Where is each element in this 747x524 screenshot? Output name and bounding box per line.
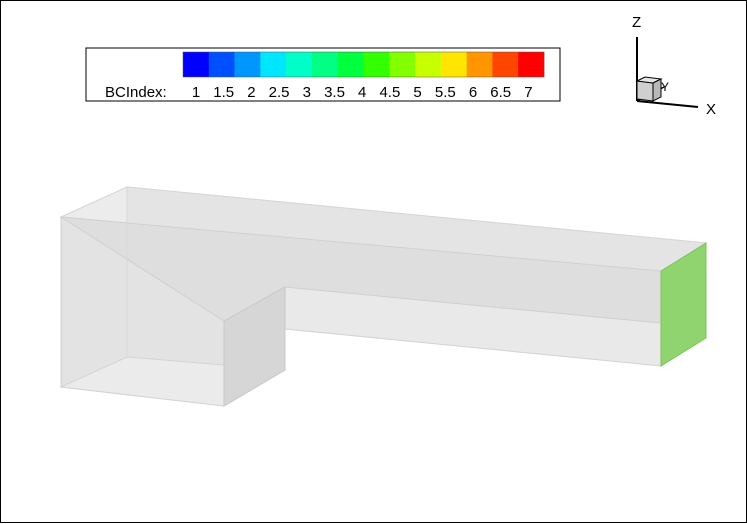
legend-swatch [466, 52, 493, 77]
legend-swatch [234, 52, 261, 77]
legend-title: BCIndex: [105, 84, 167, 101]
legend-tick-label: 7 [524, 84, 532, 101]
triad-cube-front [636, 80, 654, 102]
legend-tick-label: 2 [247, 84, 255, 101]
legend-bar-outline [182, 51, 545, 78]
legend-color-bar [182, 51, 545, 78]
legend-tick-label: 2.5 [269, 84, 290, 101]
legend-swatch [389, 52, 416, 77]
legend-tick-label: 3.5 [324, 84, 345, 101]
y-axis-label: Y [661, 80, 669, 94]
legend-tick-label: 4.5 [379, 84, 400, 101]
legend-tick-labels: 1 1.5 2 2.5 3 3.5 4 4.5 5 5.5 6 6.5 7 [192, 84, 533, 101]
z-axis-label: Z [632, 14, 641, 31]
legend-swatch [440, 52, 467, 77]
legend-swatch [518, 52, 545, 77]
axes-triad: Z X Y [632, 14, 716, 118]
legend-tick-label: 4 [358, 84, 366, 101]
legend-swatch [208, 52, 235, 77]
triad-cube-side [652, 78, 662, 102]
legend-swatch [337, 52, 364, 77]
legend-tick-label: 1 [192, 84, 200, 101]
duct-inner-corner [223, 286, 286, 407]
legend-tick-label: 3 [303, 84, 311, 101]
duct-outlet-face [660, 242, 707, 367]
legend-tick-label: 6.5 [490, 84, 511, 101]
legend-swatch [311, 52, 339, 77]
legend-tick-label: 6 [469, 84, 477, 101]
legend-tick-label: 1.5 [213, 84, 234, 101]
x-axis-label: X [706, 101, 716, 118]
legend-tick-label: 5.5 [435, 84, 456, 101]
contour-legend: BCIndex: 1 1.5 2 2.5 3 3.5 4 4.5 5 5.5 6 6.5 7 [85, 47, 561, 102]
duct-geometry [59, 186, 708, 407]
legend-swatch [415, 52, 442, 77]
legend-swatch [492, 52, 519, 77]
legend-swatch [363, 52, 390, 77]
legend-swatch [260, 52, 287, 77]
legend-swatch [286, 52, 313, 77]
legend-tick-label: 5 [413, 84, 421, 101]
x-axis-line [636, 100, 699, 108]
legend-swatch [183, 52, 210, 77]
